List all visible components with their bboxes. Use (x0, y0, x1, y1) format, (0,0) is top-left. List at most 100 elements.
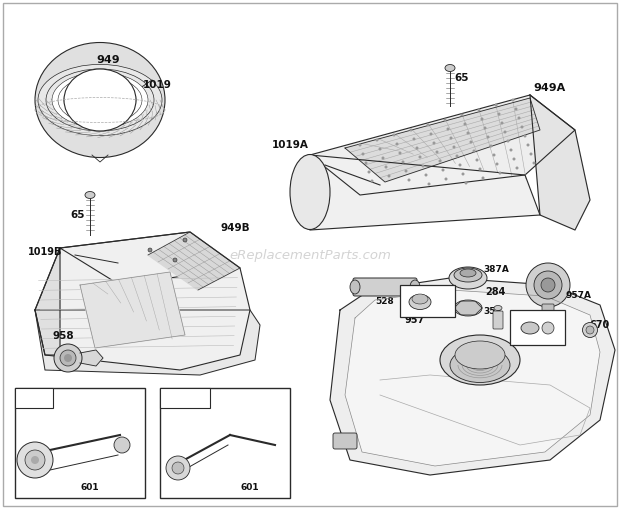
Circle shape (526, 263, 570, 307)
Ellipse shape (412, 294, 428, 304)
Circle shape (54, 344, 82, 372)
Text: 957: 957 (405, 315, 425, 325)
Circle shape (438, 159, 441, 162)
Circle shape (422, 164, 425, 167)
Circle shape (459, 163, 461, 166)
Circle shape (464, 123, 466, 126)
Circle shape (477, 108, 481, 111)
Circle shape (412, 137, 415, 140)
Polygon shape (330, 278, 615, 475)
Circle shape (396, 143, 399, 146)
Circle shape (368, 171, 371, 174)
Text: 949: 949 (96, 55, 120, 65)
Text: 187A: 187A (172, 393, 198, 403)
Circle shape (503, 130, 507, 133)
FancyBboxPatch shape (542, 304, 554, 322)
Ellipse shape (449, 267, 487, 289)
Circle shape (484, 127, 487, 129)
Circle shape (402, 160, 404, 163)
Circle shape (472, 150, 476, 153)
FancyBboxPatch shape (400, 285, 455, 317)
Ellipse shape (521, 322, 539, 334)
Circle shape (425, 174, 428, 177)
Ellipse shape (542, 322, 554, 334)
Text: 187: 187 (25, 393, 43, 403)
Text: 601: 601 (241, 484, 259, 493)
Text: eReplacementParts.com: eReplacementParts.com (229, 248, 391, 262)
Circle shape (500, 122, 503, 125)
Text: 65: 65 (454, 73, 469, 83)
Ellipse shape (350, 280, 360, 294)
Text: 949A: 949A (534, 83, 566, 93)
Circle shape (433, 142, 435, 145)
Text: 670: 670 (590, 320, 610, 330)
Text: 65: 65 (71, 210, 86, 220)
Circle shape (427, 124, 430, 127)
Circle shape (381, 156, 384, 159)
Text: 949B: 949B (220, 223, 250, 233)
Circle shape (492, 154, 495, 156)
Ellipse shape (38, 64, 162, 136)
Ellipse shape (60, 77, 140, 123)
Circle shape (404, 169, 407, 173)
FancyBboxPatch shape (510, 310, 565, 345)
Circle shape (371, 180, 373, 183)
Circle shape (409, 128, 412, 131)
Ellipse shape (85, 191, 95, 199)
Circle shape (482, 177, 484, 180)
Polygon shape (530, 95, 590, 230)
Circle shape (25, 450, 45, 470)
Circle shape (446, 127, 450, 130)
FancyBboxPatch shape (493, 311, 503, 329)
Circle shape (376, 138, 378, 142)
Circle shape (114, 437, 130, 453)
Circle shape (541, 278, 555, 292)
Circle shape (64, 354, 72, 362)
Circle shape (513, 157, 515, 160)
Ellipse shape (64, 79, 136, 121)
Circle shape (399, 152, 402, 155)
Circle shape (515, 166, 518, 169)
Ellipse shape (410, 280, 420, 294)
Polygon shape (35, 232, 250, 370)
Circle shape (533, 161, 536, 164)
Circle shape (430, 132, 433, 135)
Circle shape (450, 136, 453, 139)
Circle shape (529, 153, 533, 156)
Circle shape (17, 442, 53, 478)
Polygon shape (310, 155, 540, 230)
Circle shape (453, 146, 456, 149)
Ellipse shape (64, 69, 136, 131)
Circle shape (487, 135, 490, 138)
Ellipse shape (455, 341, 505, 369)
Ellipse shape (586, 326, 594, 334)
Circle shape (497, 112, 500, 116)
Text: 1019: 1019 (143, 80, 172, 90)
Circle shape (183, 238, 187, 242)
Ellipse shape (460, 269, 476, 277)
Circle shape (148, 248, 152, 252)
Circle shape (512, 99, 515, 101)
Circle shape (510, 149, 513, 152)
Ellipse shape (454, 268, 482, 282)
Circle shape (495, 103, 497, 106)
Circle shape (461, 114, 464, 117)
Ellipse shape (445, 65, 455, 71)
Ellipse shape (409, 295, 431, 309)
Circle shape (456, 155, 459, 157)
Circle shape (172, 462, 184, 474)
Text: 958: 958 (52, 331, 74, 341)
FancyBboxPatch shape (353, 278, 417, 296)
Ellipse shape (46, 69, 154, 131)
Circle shape (521, 126, 523, 128)
Circle shape (469, 140, 472, 144)
Circle shape (358, 144, 361, 147)
Text: 528: 528 (376, 297, 394, 306)
Circle shape (365, 161, 368, 164)
Text: 387A: 387A (483, 266, 509, 274)
Polygon shape (345, 98, 540, 182)
Circle shape (378, 148, 381, 151)
Circle shape (476, 158, 479, 161)
Text: 1019B: 1019B (28, 247, 62, 257)
Ellipse shape (290, 155, 330, 230)
